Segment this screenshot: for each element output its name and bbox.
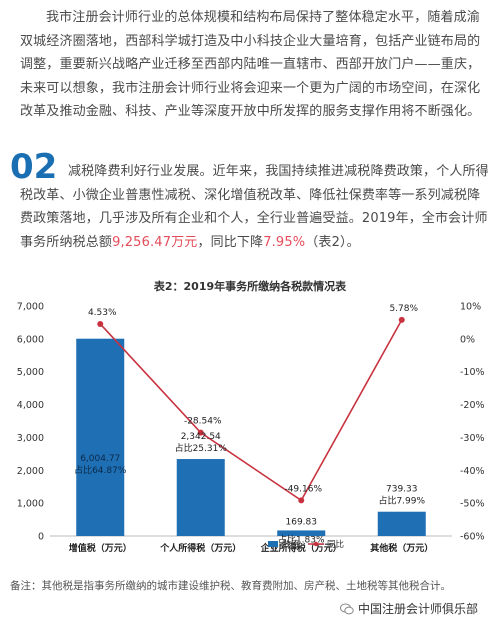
category-label: 个人所得税（万元） bbox=[159, 542, 241, 554]
y-right-tick-label: -20% bbox=[460, 400, 485, 411]
wechat-icon bbox=[339, 603, 354, 615]
brand-label: 中国注册会计师俱乐部 bbox=[357, 602, 478, 616]
bar-share-label: 占比25.31% bbox=[175, 442, 228, 454]
y-left-tick-label: 4,000 bbox=[17, 400, 44, 411]
intro-paragraph: 我市注册会计师行业的总体规模和结构布局保持了整体稳定水平，随着成渝双城经济圈落地… bbox=[20, 10, 481, 119]
yoy-point bbox=[97, 320, 104, 327]
bar bbox=[377, 511, 426, 536]
y-left-tick-label: 5,000 bbox=[17, 367, 44, 378]
y-right-tick-label: 0% bbox=[460, 334, 475, 345]
bar-share-label: 占比64.87% bbox=[74, 464, 127, 476]
tax-decline-rate: 7.95% bbox=[263, 234, 306, 250]
category-label: 增值税（万元） bbox=[69, 542, 132, 554]
y-right-tick-label: -60% bbox=[460, 532, 485, 543]
bar-value-label: 6,004.77 bbox=[80, 454, 120, 464]
tax-chart: 表2：2019年事务所缴纳各税款情况表 0 1,000 2,000 3,000 4,000… bbox=[17, 279, 485, 554]
y-left-tick-label: 6,000 bbox=[17, 334, 44, 345]
y-left-tick-label: 1,000 bbox=[17, 499, 44, 510]
yoy-label: -49.16% bbox=[284, 484, 322, 494]
y-right-tick-label: -50% bbox=[460, 499, 485, 510]
bar bbox=[277, 530, 326, 536]
legend-line-label: 同比 bbox=[327, 539, 344, 550]
y-right-tick-label: -40% bbox=[460, 466, 485, 477]
y-left-tick-label: 7,000 bbox=[17, 302, 44, 313]
y-right-tick-label: 10% bbox=[460, 302, 481, 313]
yoy-point bbox=[197, 429, 204, 436]
y-right-tick-label: -10% bbox=[460, 367, 485, 378]
yoy-line bbox=[99, 319, 403, 502]
bar bbox=[176, 459, 225, 536]
chart-note: 备注：其他税是指事务所缴纳的城市建设维护税、教育费附加、房产税、土地税等其他税合… bbox=[10, 580, 451, 592]
bar-share-label: 占比7.99% bbox=[378, 495, 425, 507]
section-text-mid: ，同比下降 bbox=[197, 234, 264, 250]
yoy-point bbox=[398, 316, 405, 323]
chart-title: 表2：2019年事务所缴纳各税款情况表 bbox=[153, 279, 347, 293]
section-number: 02 bbox=[10, 147, 58, 187]
yoy-label: 5.78% bbox=[389, 304, 418, 314]
category-label: 企业所得税（万元） bbox=[260, 542, 342, 554]
tax-total-amount: 9,256.47万元 bbox=[112, 234, 198, 250]
y-right-tick-label: -30% bbox=[460, 433, 485, 444]
bar-value-label: 169.83 bbox=[286, 517, 318, 527]
y-left-tick-label: 0 bbox=[38, 532, 44, 543]
section-paragraph: 减税降费利好行业发展。近年来，我国持续推进减税降费政策，个人所得税改革、小微企业… bbox=[20, 160, 490, 254]
y-left-tick-label: 3,000 bbox=[17, 433, 44, 444]
legend-bar-swatch bbox=[268, 541, 278, 547]
legend-line-marker bbox=[313, 541, 319, 547]
bar bbox=[76, 338, 125, 536]
section-text-after: （表2）。 bbox=[305, 234, 360, 250]
category-label: 其他税（万元） bbox=[370, 542, 433, 554]
y-left-tick-label: 2,000 bbox=[17, 466, 44, 477]
section-text-before: 减税降费利好行业发展。近年来，我国持续推进减税降费政策，个人所得税改革、小微企业… bbox=[20, 164, 489, 250]
yoy-label: 4.53% bbox=[88, 308, 117, 318]
bar-share-label: 占比1.83% bbox=[278, 533, 325, 545]
legend-bar-label: 数值 bbox=[282, 539, 300, 550]
yoy-point bbox=[298, 497, 305, 504]
bar-value-label: 2,342.54 bbox=[181, 432, 221, 442]
bar-value-label: 739.33 bbox=[386, 485, 418, 495]
yoy-label: -28.54% bbox=[184, 417, 222, 427]
brand-watermark: 中国注册会计师俱乐部 bbox=[339, 600, 478, 617]
